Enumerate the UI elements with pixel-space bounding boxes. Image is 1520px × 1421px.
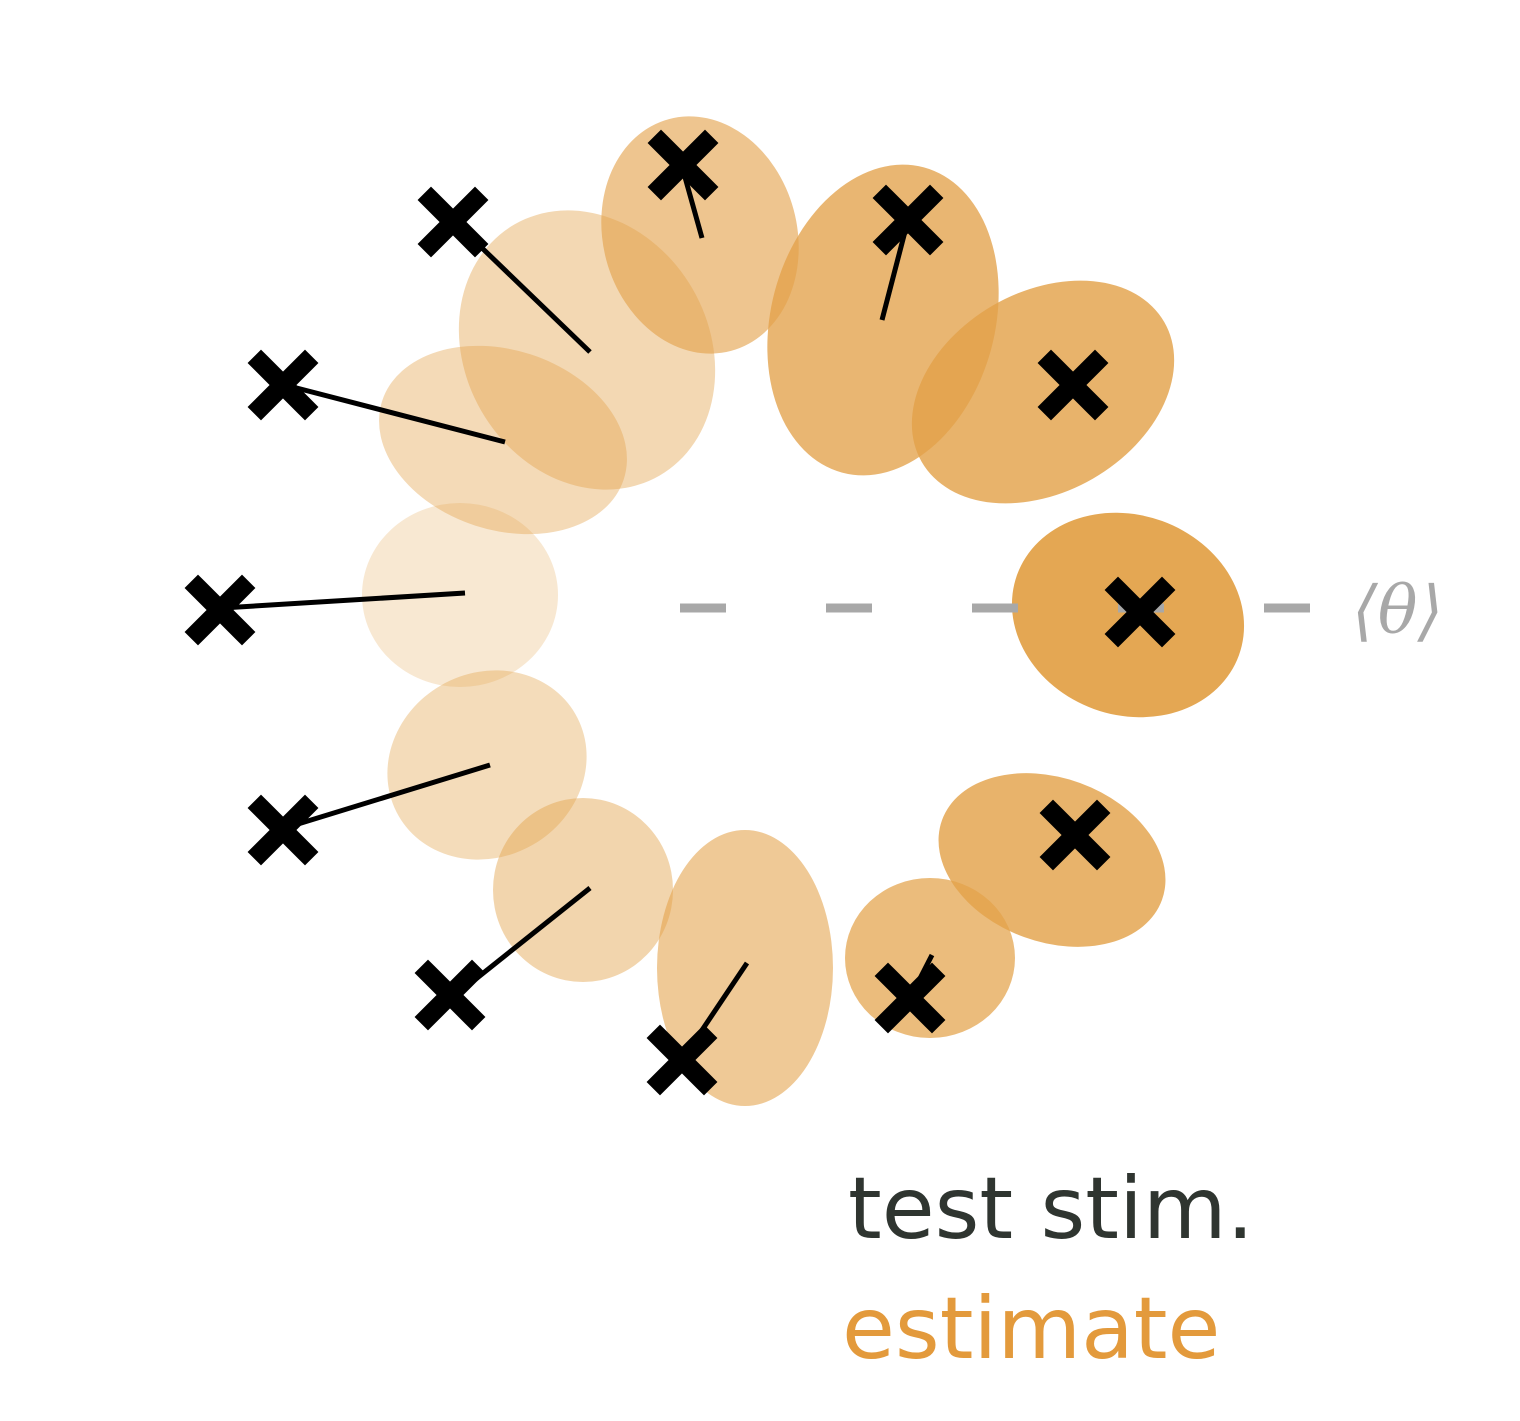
test-stimulus-marker-11 — [874, 962, 946, 1034]
legend-test-stimulus: test stim. — [848, 1159, 1254, 1259]
test-stimulus-marker-9 — [414, 959, 486, 1031]
test-stimulus-marker-2 — [1037, 349, 1109, 421]
estimate-ellipse-9 — [493, 798, 673, 982]
error-line-6 — [284, 762, 491, 831]
mean-orientation-label: ⟨θ⟩ — [1352, 572, 1443, 649]
test-stimulus-markers — [184, 129, 1176, 1096]
test-stimulus-marker-5 — [417, 186, 489, 258]
test-stimulus-marker-3 — [872, 184, 944, 256]
test-stimulus-marker-12 — [1039, 799, 1111, 871]
test-stimulus-marker-7 — [184, 574, 256, 646]
test-stimulus-marker-6 — [247, 349, 319, 421]
legend-estimate: estimate — [842, 1279, 1220, 1379]
error-line-4 — [284, 382, 506, 445]
error-line-5 — [221, 590, 466, 611]
test-stimulus-marker-8 — [247, 794, 319, 866]
test-stimulus-marker-10 — [646, 1024, 718, 1096]
test-stimulus-marker-1 — [1104, 576, 1176, 648]
test-stimulus-marker-4 — [647, 129, 719, 201]
